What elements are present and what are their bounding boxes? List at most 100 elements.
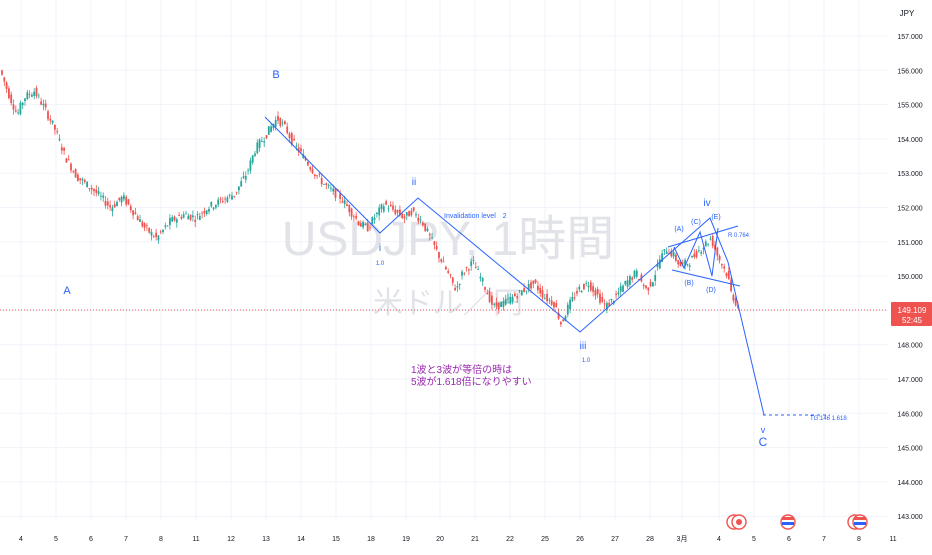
watermark-symbol: USDJPY, 1時間 [282,213,615,266]
candle [594,287,597,300]
candle [392,201,394,212]
candle [631,276,634,283]
candle [226,195,229,203]
wave-lines [264,116,830,416]
candle [141,219,144,228]
event-markers[interactable] [726,514,868,530]
price-tick-label: 155.000 [897,103,922,110]
time-axis-background [0,520,932,550]
candle [123,192,125,202]
wave-labels: B A i 1.0 ii iii 1.0 iv v C (A) (B) (C) … [63,69,847,449]
candle [155,228,157,241]
candle [31,92,33,98]
candle [691,255,693,258]
wave-label-i: i [379,243,381,254]
candle [734,296,737,307]
candle [428,232,431,241]
bar-countdown: 52:45 [902,316,923,325]
time-axis[interactable]: 4 5 6 7 8 11 12 13 14 15 18 19 20 21 22 25 26 27 28 3月 4 5 6 7 8… [0,520,932,550]
wave-label-iv: iv [703,198,710,209]
candle [511,293,514,305]
price-tick-label: 156.000 [897,68,922,75]
candle [601,292,604,304]
candle [580,290,583,293]
candle [95,185,98,197]
event-icon-us-1[interactable] [780,514,796,530]
candle [463,272,466,276]
candle [405,211,408,220]
candle [617,287,620,297]
time-tick-label: 26 [576,536,584,543]
note-text: 1波と3波が等倍の時は 5波が1.618倍になりやすい [411,363,532,388]
candle [718,254,721,264]
candle [629,274,631,289]
time-tick-label: 27 [611,536,619,543]
candle [293,134,295,142]
candle [461,269,463,280]
candle [686,263,689,267]
event-icon-jp[interactable] [726,514,747,530]
price-axis[interactable]: JPY 157.000156.000155.000154.000153.0001… [889,0,932,521]
candle [488,287,491,304]
candle [389,201,392,207]
candle [182,211,185,219]
candle [235,191,238,195]
candle [97,186,100,196]
candle [63,146,65,156]
candle [118,197,121,203]
triangle-label-c: (C) [691,219,701,226]
event-icon-us-2[interactable] [847,514,868,530]
candle [212,206,215,211]
candle [497,302,500,314]
candle [88,187,91,192]
price-tick-label: 145.000 [897,446,922,453]
candle [495,297,498,310]
candle [403,214,406,224]
candle [74,168,77,178]
candle [569,296,571,313]
candle [281,119,284,127]
candle [256,139,259,155]
time-tick-label: 19 [402,536,410,543]
candle [106,197,109,210]
candle [626,275,629,289]
price-tick-label: 157.000 [897,34,922,41]
candle [470,258,473,271]
candle [14,105,17,113]
candle [382,203,385,214]
wave-label-v: v [761,425,766,435]
candle [12,99,15,115]
candle [732,293,735,304]
price-axis-background [889,0,932,520]
candle [675,252,677,263]
candle [3,76,6,87]
candle [72,170,75,174]
candle [307,160,309,167]
candle [550,295,553,307]
candle [723,263,726,273]
candle [79,178,82,184]
candle [709,235,712,241]
candle [642,283,645,290]
candle [120,195,123,207]
price-tick-label: 147.000 [897,377,922,384]
candle [67,155,70,161]
candle [721,263,723,269]
time-tick-label: 8 [159,536,163,543]
time-tick-label: 25 [541,536,549,543]
candle [166,225,169,227]
candle [573,292,576,301]
candle [571,291,574,303]
candle [477,265,479,271]
price-tick-label: 152.000 [897,206,922,213]
candle [527,279,530,293]
candle [277,111,279,125]
candle [465,266,468,272]
wave-label-a: A [63,285,71,297]
candle [520,289,523,296]
candle [649,278,652,288]
candle [518,289,521,293]
candle [221,197,224,204]
